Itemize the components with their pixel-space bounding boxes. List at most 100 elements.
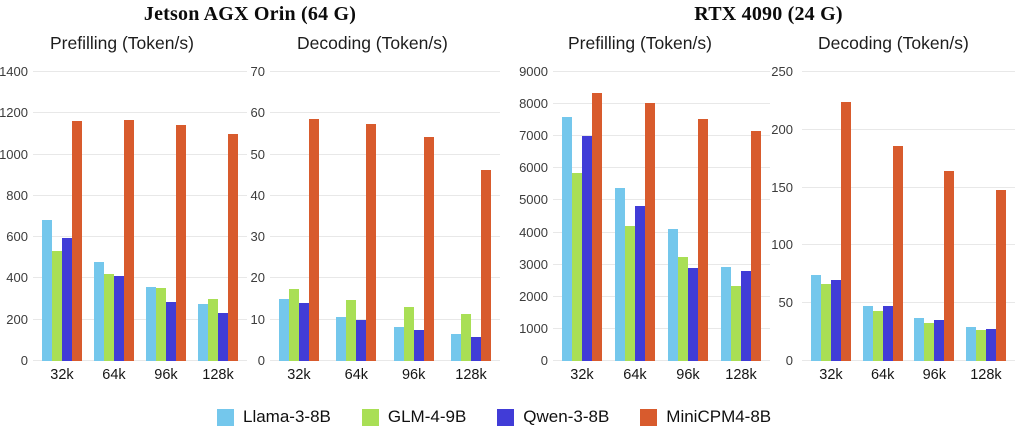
bar-group-96k: [146, 72, 186, 361]
y-tick-label: 6000: [519, 160, 548, 176]
y-tick-label: 20: [250, 270, 265, 286]
bar-MiniCPM4-8B-32k: [592, 92, 602, 361]
y-tick-label: 2000: [519, 288, 548, 304]
bar-GLM-4-9B-128k: [208, 299, 218, 361]
bar-Qwen-3-8B-128k: [470, 336, 481, 361]
plot-area: [270, 71, 500, 361]
x-tick-label: 96k: [922, 367, 946, 383]
bar-MiniCPM4-8B-96k: [698, 118, 708, 361]
x-tick-label: 128k: [725, 367, 757, 383]
bar-group-32k: [279, 72, 319, 361]
y-tick-label: 40: [250, 187, 265, 203]
bar-MiniCPM4-8B-128k: [751, 131, 761, 361]
bar-MiniCPM4-8B-32k: [309, 118, 319, 361]
y-tick-label: 100: [771, 237, 793, 253]
bar-group-64k: [615, 72, 655, 361]
gridline: [553, 135, 770, 137]
x-axis: 32k 64k 96k 128k: [802, 367, 1015, 383]
plot-area: [33, 71, 247, 361]
y-axis: 0 1000 2000 3000 4000 5000 6000 7000 8000 9000: [500, 64, 548, 368]
gridline: [553, 71, 770, 72]
plot-area: [802, 71, 1015, 361]
bar-group-96k: [668, 72, 708, 361]
bar-Llama-3-8B-128k: [721, 266, 731, 361]
gridline: [802, 360, 1015, 361]
bar-Qwen-3-8B-96k: [166, 301, 176, 361]
bar-MiniCPM4-8B-96k: [944, 171, 955, 361]
x-tick-label: 64k: [870, 367, 895, 383]
bar-MiniCPM4-8B-96k: [423, 137, 434, 361]
gridline: [802, 128, 1015, 130]
bar-MiniCPM4-8B-128k: [480, 170, 491, 361]
bar-Qwen-3-8B-128k: [218, 312, 228, 361]
y-tick-label: 1400: [0, 64, 28, 79]
legend-label: MiniCPM4-8B: [666, 407, 772, 426]
gridline: [270, 112, 500, 114]
gridline: [553, 167, 770, 169]
legend-label: Qwen-3-8B: [523, 407, 610, 426]
bar-GLM-4-9B-96k: [156, 288, 166, 361]
y-tick-label: 9000: [519, 64, 548, 79]
gridline: [270, 71, 500, 72]
bar-GLM-4-9B-96k: [403, 307, 414, 361]
gridline: [802, 186, 1015, 188]
gridline: [553, 103, 770, 105]
y-tick-label: 400: [6, 270, 28, 286]
bar-Llama-3-8B-128k: [450, 333, 461, 361]
gridline: [553, 327, 770, 329]
bar-group-128k: [965, 72, 1006, 361]
bar-GLM-4-9B-128k: [975, 330, 986, 361]
bar-Llama-3-8B-32k: [811, 275, 821, 361]
gridline: [270, 236, 500, 238]
legend: Llama-3-8B GLM-4-9B Qwen-3-8B MiniCPM4-8…: [217, 407, 771, 427]
x-tick-label: 128k: [202, 367, 234, 383]
y-tick-label: 50: [250, 146, 265, 162]
bar-GLM-4-9B-64k: [625, 225, 635, 361]
y-tick-label: 0: [540, 353, 548, 368]
x-tick-label: 128k: [455, 367, 487, 383]
x-tick-label: 32k: [570, 367, 594, 383]
bar-group-128k: [198, 72, 238, 361]
y-axis: 0 200 400 600 800 1000 1200 1400: [0, 64, 28, 368]
y-tick-label: 10: [250, 311, 265, 327]
gridline: [33, 236, 247, 238]
bar-GLM-4-9B-128k: [731, 285, 741, 361]
y-tick-label: 1000: [519, 320, 548, 336]
legend-item-glm: GLM-4-9B: [361, 407, 467, 427]
device-title-jetson: Jetson AGX Orin (64 G): [143, 3, 357, 25]
x-axis: 32k 64k 96k 128k: [553, 367, 770, 383]
legend-label: GLM-4-9B: [387, 407, 467, 426]
legend-item-qwen: Qwen-3-8B: [497, 407, 609, 427]
y-tick-label: 0: [257, 353, 265, 368]
y-tick-label: 50: [778, 295, 793, 311]
y-axis: 0 50 100 150 200 250: [752, 64, 793, 368]
gridline: [553, 231, 770, 233]
bar-MiniCPM4-8B-32k: [841, 102, 851, 361]
x-tick-label: 32k: [819, 367, 843, 383]
bar-GLM-4-9B-64k: [104, 273, 114, 361]
y-tick-label: 1000: [0, 146, 28, 162]
bar-Llama-3-8B-128k: [965, 326, 976, 361]
bar-MiniCPM4-8B-128k: [228, 134, 238, 361]
y-tick-label: 250: [771, 64, 793, 79]
bar-Llama-3-8B-64k: [862, 305, 873, 361]
bar-Llama-3-8B-64k: [94, 261, 104, 361]
x-tick-label: 32k: [287, 367, 311, 383]
x-axis: 32k 64k 96k 128k: [270, 367, 500, 383]
bar-Llama-3-8B-96k: [914, 318, 925, 361]
bar-GLM-4-9B-32k: [289, 288, 299, 361]
gridline: [553, 295, 770, 297]
chart-title: Decoding (Token/s): [297, 33, 448, 53]
bar-group-32k: [42, 72, 82, 361]
bar-Qwen-3-8B-32k: [299, 303, 309, 361]
x-tick-label: 64k: [623, 367, 647, 383]
bar-Qwen-3-8B-64k: [114, 276, 124, 361]
gridline: [802, 244, 1015, 246]
bar-GLM-4-9B-32k: [821, 284, 831, 361]
legend-label: Llama-3-8B: [243, 407, 331, 426]
bar-MiniCPM4-8B-32k: [72, 120, 82, 361]
bar-group-32k: [562, 72, 602, 361]
